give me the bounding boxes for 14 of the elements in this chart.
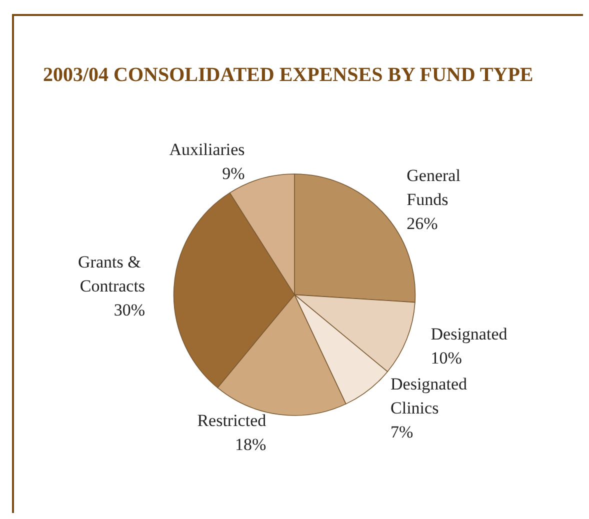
data-label: 9% <box>222 164 245 183</box>
slice-label: Restricted <box>197 410 267 430</box>
data-label: 7% <box>390 422 414 442</box>
slice-label: Designated <box>430 324 508 344</box>
chart-title: 2003/04 CONSOLIDATED EXPENSES BY FUND TYPE <box>43 64 534 86</box>
category-label: Clinics <box>390 398 439 418</box>
slice-label: General Funds <box>406 166 465 210</box>
data-label: 30% <box>114 300 146 320</box>
slice-label: Designated <box>390 374 472 394</box>
data-label: 18% <box>234 434 266 454</box>
data-label: 10% <box>430 348 462 368</box>
data-label: 26% <box>406 214 438 234</box>
slice-label: Auxiliaries <box>169 140 245 159</box>
slice-label: Grants & Contracts <box>78 252 146 296</box>
